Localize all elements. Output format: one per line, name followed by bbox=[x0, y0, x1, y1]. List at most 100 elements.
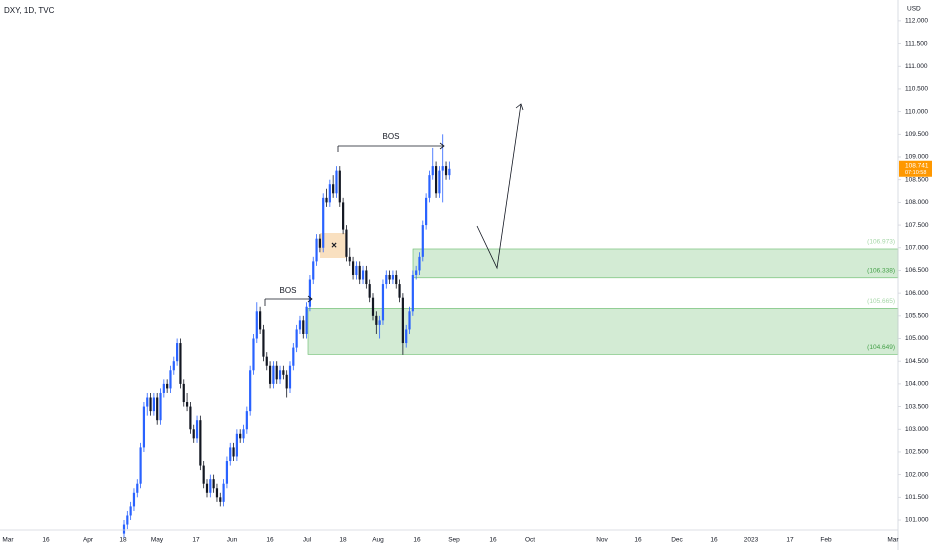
x-tick-label: 17 bbox=[192, 537, 200, 544]
candle-body bbox=[345, 229, 348, 257]
zone-bottom-label: (104.649) bbox=[867, 344, 895, 351]
x-tick-label: Mar bbox=[2, 537, 14, 544]
candle-body bbox=[401, 297, 404, 344]
x-tick-label: 16 bbox=[634, 537, 642, 544]
y-tick-label: 101.000 bbox=[905, 517, 929, 524]
demand-zone bbox=[412, 248, 899, 279]
candle-body bbox=[225, 461, 229, 484]
candle-body bbox=[192, 429, 195, 439]
y-tick-label: 112.000 bbox=[905, 18, 928, 25]
x-tick-label: 18 bbox=[339, 537, 347, 544]
last-price-label: 108.741 bbox=[905, 162, 929, 169]
candle-body bbox=[385, 274, 388, 285]
y-tick-label: 104.000 bbox=[905, 381, 929, 388]
candle-body bbox=[431, 166, 434, 176]
candle-body bbox=[245, 411, 248, 430]
candle-body bbox=[342, 202, 345, 230]
candle-body bbox=[129, 506, 132, 516]
candle-body bbox=[222, 483, 225, 502]
x-tick-label: Feb bbox=[820, 537, 832, 544]
y-tick-label: 110.000 bbox=[905, 108, 928, 115]
candle-body bbox=[166, 383, 169, 389]
candle-body bbox=[122, 524, 126, 534]
candle-body bbox=[179, 343, 182, 384]
candle-body bbox=[298, 320, 302, 330]
candle-body bbox=[209, 479, 212, 493]
y-tick-label: 102.500 bbox=[905, 449, 929, 456]
zone-top-label: (106.973) bbox=[867, 239, 895, 246]
candle-body bbox=[215, 488, 219, 498]
candle-body bbox=[332, 184, 335, 194]
bos-label: BOS bbox=[280, 286, 297, 295]
candle-body bbox=[405, 329, 408, 344]
candle-body bbox=[275, 365, 278, 380]
x-tick-label: 16 bbox=[413, 537, 421, 544]
candle-body bbox=[448, 168, 451, 176]
projection-path bbox=[476, 103, 522, 270]
x-tick-label: 18 bbox=[119, 537, 127, 544]
y-tick-label: 110.500 bbox=[905, 86, 928, 93]
candle-body bbox=[408, 311, 411, 330]
x-tick-label: May bbox=[151, 537, 164, 544]
candle-body bbox=[381, 284, 385, 321]
demand-zone bbox=[307, 308, 899, 355]
bos-arrow bbox=[307, 295, 313, 303]
candle-body bbox=[142, 406, 146, 448]
order-block bbox=[320, 233, 346, 258]
candle-body bbox=[302, 320, 305, 334]
candle-body bbox=[146, 397, 149, 407]
candle-body bbox=[375, 315, 378, 325]
candle-body bbox=[229, 447, 232, 462]
candle-body bbox=[239, 433, 242, 439]
projection-arrow bbox=[515, 103, 524, 111]
candle-body bbox=[195, 420, 199, 439]
y-tick-label: 109.500 bbox=[905, 131, 929, 138]
candle-body bbox=[139, 447, 142, 484]
currency-label: USD bbox=[907, 6, 921, 13]
candle-body bbox=[418, 256, 421, 271]
candle-body bbox=[172, 361, 175, 371]
x-tick-label: 16 bbox=[266, 537, 274, 544]
candle-body bbox=[252, 338, 255, 371]
candle-body bbox=[411, 274, 414, 312]
x-tick-label: 16 bbox=[42, 537, 50, 544]
x-tick-label: 2023 bbox=[744, 537, 759, 544]
candle-body bbox=[182, 383, 185, 403]
candle-body bbox=[441, 166, 444, 171]
candle-body bbox=[265, 356, 268, 366]
candle-body bbox=[189, 406, 192, 430]
candle-body bbox=[391, 274, 395, 280]
y-tick-label: 106.500 bbox=[905, 267, 929, 274]
chart-title: DXY, 1D, TVC bbox=[4, 6, 55, 15]
candle-body bbox=[378, 320, 381, 325]
x-tick-label: Aug bbox=[372, 537, 384, 544]
candle-body bbox=[415, 270, 418, 275]
candle-body bbox=[325, 197, 328, 203]
candle-body bbox=[259, 311, 262, 330]
y-tick-label: 107.000 bbox=[905, 244, 929, 251]
candle-body bbox=[425, 197, 428, 226]
candle-body bbox=[305, 306, 308, 334]
x-tick-label: Mar bbox=[887, 537, 899, 544]
candle-body bbox=[335, 170, 338, 194]
y-tick-label: 109.000 bbox=[905, 154, 929, 161]
x-tick-label: 16 bbox=[710, 537, 718, 544]
candle-body bbox=[444, 166, 448, 176]
candle-body bbox=[205, 483, 209, 493]
candle-body bbox=[159, 392, 162, 421]
candle-body bbox=[199, 420, 202, 466]
candle-body bbox=[421, 225, 424, 257]
y-tick-label: 103.000 bbox=[905, 426, 929, 433]
y-tick-label: 101.500 bbox=[905, 494, 929, 501]
x-tick-label: Jun bbox=[227, 537, 238, 544]
y-tick-label: 102.000 bbox=[905, 471, 929, 478]
candle-body bbox=[315, 238, 318, 262]
last-price-box bbox=[899, 160, 932, 177]
candle-body bbox=[312, 261, 315, 280]
candle-body bbox=[322, 197, 325, 248]
candle-body bbox=[365, 270, 368, 285]
y-tick-label: 105.500 bbox=[905, 313, 929, 320]
candle-body bbox=[318, 238, 321, 248]
y-tick-label: 106.000 bbox=[905, 290, 929, 297]
y-tick-label: 105.000 bbox=[905, 335, 929, 342]
